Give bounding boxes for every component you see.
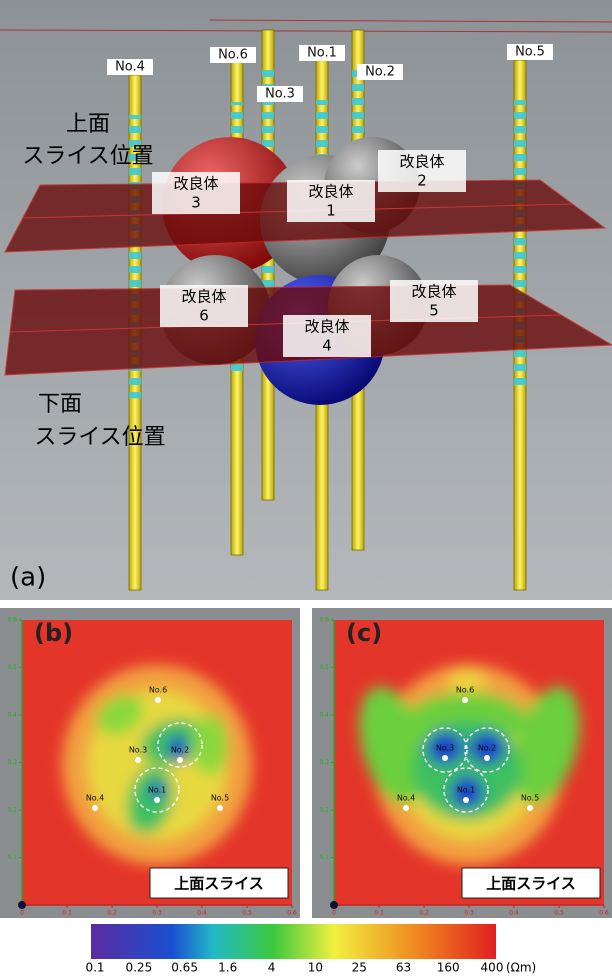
panel-label: (c) bbox=[346, 619, 382, 647]
x-tick-label: 0.3 bbox=[152, 910, 162, 917]
slice-label: スライス位置 bbox=[34, 425, 165, 450]
y-tick-label: 0.3 bbox=[7, 759, 17, 766]
x-tick-label: 0.3 bbox=[464, 910, 474, 917]
borehole-label: No.4 bbox=[86, 794, 104, 803]
body-label-number: 1 bbox=[326, 202, 336, 220]
field-blob bbox=[192, 715, 228, 775]
body-label-number: 6 bbox=[199, 307, 209, 325]
y-tick-label: 0.2 bbox=[7, 807, 17, 814]
body-label-name: 改良体 bbox=[181, 288, 226, 306]
body-label-name: 改良体 bbox=[399, 153, 444, 171]
borehole-label: No.6 bbox=[456, 686, 474, 695]
borehole-label: No.4 bbox=[397, 794, 415, 803]
colorbar-tick-label: 63 bbox=[396, 961, 411, 975]
colorbar-unit: (Ωm) bbox=[506, 961, 536, 975]
y-tick-label: 0.2 bbox=[319, 807, 329, 814]
borehole-label: No.3 bbox=[436, 744, 454, 753]
heatmap-field bbox=[62, 665, 252, 865]
borehole bbox=[403, 805, 409, 811]
borehole bbox=[462, 697, 468, 703]
body-label-number: 2 bbox=[417, 172, 427, 190]
colorbar-tick-label: 160 bbox=[437, 961, 460, 975]
borehole bbox=[92, 805, 98, 811]
panel-label: (a) bbox=[10, 563, 46, 593]
y-tick-label: 0.4 bbox=[319, 712, 329, 719]
borehole bbox=[154, 797, 160, 803]
x-tick-label: 0 bbox=[20, 910, 24, 917]
x-tick-label: 0 bbox=[332, 910, 336, 917]
panel-c: 0 0.1 0.2 0.3 0.4 0.5 0.6 0.1 0.2 0.3 0.4 0.5 0.6 No.… bbox=[312, 608, 612, 918]
colorbar-tick-label: 0.1 bbox=[85, 961, 104, 975]
body-label-name: 改良体 bbox=[173, 175, 218, 193]
borehole-label: No.3 bbox=[129, 746, 147, 755]
pipe-label: No.2 bbox=[365, 65, 395, 80]
borehole-label: No.2 bbox=[171, 746, 189, 755]
pipe-label: No.5 bbox=[515, 45, 545, 60]
y-tick-label: 0.1 bbox=[7, 854, 17, 861]
x-tick-label: 0.2 bbox=[107, 910, 117, 917]
colorbar-tick-label: 1.6 bbox=[218, 961, 237, 975]
origin bbox=[330, 901, 338, 909]
pipe-label: No.3 bbox=[265, 87, 295, 102]
borehole bbox=[155, 697, 161, 703]
borehole-label: No.5 bbox=[521, 794, 539, 803]
borehole-label: No.1 bbox=[148, 786, 166, 795]
y-tick-label: 0.1 bbox=[319, 854, 329, 861]
borehole bbox=[484, 755, 490, 761]
slice-label: 下面 bbox=[38, 392, 82, 417]
x-tick-label: 0.5 bbox=[242, 910, 252, 917]
body-label-number: 3 bbox=[191, 194, 201, 212]
colorbar-tick-label: 0.65 bbox=[171, 961, 198, 975]
colorbar-tick-label: 10 bbox=[308, 961, 323, 975]
borehole-label: No.6 bbox=[149, 686, 167, 695]
pipe-label: No.4 bbox=[115, 60, 145, 75]
y-tick-label: 0.6 bbox=[7, 617, 17, 624]
y-tick-label: 0.4 bbox=[7, 712, 17, 719]
borehole bbox=[177, 757, 183, 763]
body-label-number: 4 bbox=[322, 337, 332, 355]
body-label-name: 改良体 bbox=[411, 283, 456, 301]
colorbar-tick-label: 400 bbox=[481, 961, 504, 975]
borehole-label: No.2 bbox=[478, 744, 496, 753]
panel-label: (b) bbox=[34, 619, 73, 647]
body-label-number: 5 bbox=[429, 302, 439, 320]
pipe-label: No.1 bbox=[307, 46, 337, 61]
pipe-label: No.6 bbox=[218, 48, 248, 63]
x-tick-label: 0.6 bbox=[287, 910, 297, 917]
slice-label: 上面 bbox=[66, 112, 110, 137]
x-tick-label: 0.2 bbox=[419, 910, 429, 917]
panel-b: 0 0.1 0.2 0.3 0.4 0.5 0.6 0.1 0.2 0.3 0.4 0.5 0.6 No.… bbox=[0, 608, 300, 918]
slice-label: スライス位置 bbox=[22, 144, 153, 169]
x-tick-label: 0.4 bbox=[197, 910, 207, 917]
colorbar-gradient bbox=[91, 924, 496, 959]
body-label-name: 改良体 bbox=[304, 318, 349, 336]
y-tick-label: 0.6 bbox=[319, 617, 329, 624]
slice-box-label: 上面スライス bbox=[174, 875, 264, 893]
borehole bbox=[442, 755, 448, 761]
borehole bbox=[135, 757, 141, 763]
colorbar-tick-label: 4 bbox=[268, 961, 276, 975]
borehole bbox=[527, 805, 533, 811]
colorbar-tick-label: 25 bbox=[352, 961, 367, 975]
colorbar: 0.1 0.25 0.65 1.6 4 10 25 63 160 400(Ωm) bbox=[85, 924, 536, 975]
colorbar-tick-label: 0.25 bbox=[125, 961, 152, 975]
y-tick-label: 0.3 bbox=[319, 759, 329, 766]
borehole-label: No.1 bbox=[457, 786, 475, 795]
y-tick-label: 0.5 bbox=[319, 664, 329, 671]
x-tick-label: 0.4 bbox=[509, 910, 519, 917]
body-label-name: 改良体 bbox=[308, 183, 353, 201]
origin bbox=[18, 901, 26, 909]
borehole bbox=[217, 805, 223, 811]
y-tick-label: 0.5 bbox=[7, 664, 17, 671]
x-tick-label: 0.6 bbox=[599, 910, 609, 917]
figure: No.4No.6No.3No.1No.2No.5改良体3改良体1改良体2改良体6… bbox=[0, 0, 612, 978]
x-tick-label: 0.1 bbox=[374, 910, 384, 917]
slice-box-label: 上面スライス bbox=[486, 875, 576, 893]
borehole-label: No.5 bbox=[211, 794, 229, 803]
x-tick-label: 0.1 bbox=[62, 910, 72, 917]
borehole bbox=[463, 797, 469, 803]
x-tick-label: 0.5 bbox=[554, 910, 564, 917]
